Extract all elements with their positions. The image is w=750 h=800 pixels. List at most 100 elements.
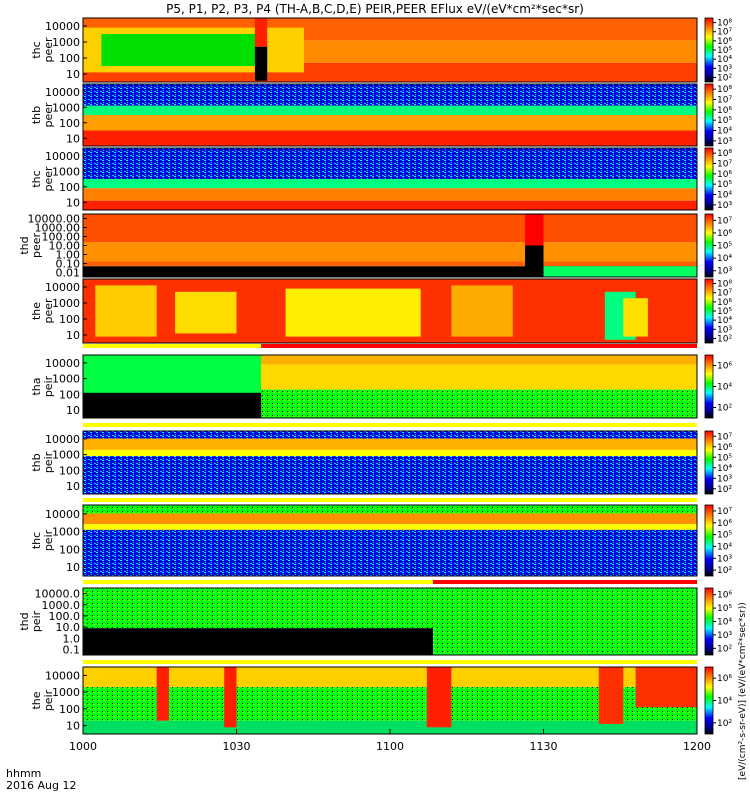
spectrogram-feature <box>175 291 237 334</box>
colorbar-tick-label: 10⁵ <box>717 242 732 252</box>
colorbar-tick-label: 10⁷ <box>717 160 732 170</box>
colorbar-tick-label: 10⁵ <box>717 307 732 317</box>
y-tick-label: 10000.0 <box>35 588 81 601</box>
spectrogram-band <box>83 242 697 262</box>
panel-frame <box>82 17 698 83</box>
spectrogram-band <box>83 266 697 277</box>
spectrogram-band <box>83 130 697 146</box>
y-tick-label: 1000.0 <box>42 599 81 612</box>
colorbar-tick-label: 10⁷ <box>717 507 732 517</box>
spectrogram-feature <box>101 34 268 66</box>
y-tick-label: 0.1 <box>63 643 81 656</box>
colorbar-tick-label: 10⁴ <box>717 55 732 65</box>
spectrogram-band <box>83 505 697 514</box>
spectrogram-band <box>83 449 697 457</box>
spectrogram-feature <box>254 46 268 81</box>
colorbar-tick-label: 10⁵ <box>717 453 732 463</box>
colorbar-tick-label: 10⁴ <box>717 254 732 264</box>
y-tick-label: 100 <box>59 313 80 326</box>
panel-y-label: the <box>30 302 43 320</box>
colorbar-tick-label: 10³ <box>717 201 732 211</box>
x-tick-label: 1130 <box>530 740 558 753</box>
y-tick-label: 10 <box>66 480 80 493</box>
spectrogram-feature <box>623 298 648 337</box>
spectrogram-band <box>83 524 697 530</box>
y-tick-label: 1000 <box>52 449 80 462</box>
colorbar-tick-label: 10² <box>717 644 732 654</box>
date-label: 2016 Aug 12 <box>6 779 77 792</box>
y-tick-label: 10000 <box>45 86 80 99</box>
y-tick-label: 100 <box>59 703 80 716</box>
status-bar <box>261 344 697 348</box>
panel-y-label: peir <box>42 451 55 473</box>
panel-y-label: peer <box>30 233 43 259</box>
panel-y-label: the <box>30 691 43 709</box>
colorbar-tick-label: 10³ <box>717 64 732 74</box>
y-tick-label: 1.0 <box>63 632 81 645</box>
colorbar-tick-label: 10³ <box>717 554 732 564</box>
spectrogram-feature <box>254 18 268 47</box>
spectrogram-band <box>83 687 697 721</box>
colorbar-tick-label: 10⁶ <box>717 106 732 116</box>
y-tick-label: 100.0 <box>49 610 81 623</box>
spectrogram-feature <box>83 355 262 393</box>
colorbar-tick-label: 10³ <box>717 325 732 335</box>
colorbar-tick-label: 10² <box>717 719 732 729</box>
y-tick-label: 10000 <box>45 20 80 33</box>
y-tick-label: 0.01 <box>56 267 81 280</box>
colorbar-tick-label: 10⁷ <box>717 216 732 226</box>
colorbar-tick-label: 10³ <box>717 631 732 641</box>
colorbar-tick-label: 10⁶ <box>717 591 732 601</box>
spectrogram-feature <box>525 214 544 246</box>
panel-frame <box>82 587 698 656</box>
panel-y-label: peir <box>42 529 55 551</box>
colorbar-tick-label: 10⁸ <box>717 149 732 159</box>
colorbar <box>704 504 714 577</box>
time-format-label: hhmm <box>6 767 42 780</box>
panel-y-label: peer <box>42 37 55 63</box>
chart-title: P5, P1, P2, P3, P4 (TH-A,B,C,D,E) PEIR,P… <box>166 2 584 16</box>
colorbar-tick-label: 10⁶ <box>717 362 732 372</box>
colorbar-tick-label: 10⁴ <box>717 464 732 474</box>
spectrogram-band <box>83 588 697 629</box>
panel-frame <box>82 278 698 344</box>
y-tick-label: 10000 <box>45 669 80 682</box>
status-bar <box>83 423 697 427</box>
y-tick-label: 10000 <box>45 433 80 446</box>
panel-y-label: peer <box>42 166 55 192</box>
colorbar-tick-label: 10⁴ <box>717 316 732 326</box>
spectrogram-feature <box>525 245 544 277</box>
colorbar-tick-label: 10⁶ <box>717 37 732 47</box>
spectrogram-band <box>83 148 697 179</box>
colorbar <box>704 430 714 495</box>
y-tick-label: 10 <box>66 329 80 342</box>
colorbar-tick-label: 10³ <box>717 267 732 277</box>
colorbar-tick-label: 10³ <box>717 137 732 147</box>
y-tick-label: 10000 <box>45 508 80 521</box>
colorbar-tick-label: 10⁷ <box>717 96 732 106</box>
colorbar-unit-label: [eV/(cm²-s-sr-eV)] (eV/(eV*cm²*sec*sr)) <box>738 602 748 780</box>
y-tick-label: 100 <box>59 543 80 556</box>
panel-frame <box>82 430 698 495</box>
y-tick-label: 100 <box>59 52 80 65</box>
panel-y-label: thd <box>18 236 31 254</box>
x-tick-label: 1030 <box>223 740 251 753</box>
y-tick-label: 10 <box>66 561 80 574</box>
colorbar-tick-label: 10⁸ <box>717 280 732 290</box>
colorbar-tick-label: 10⁴ <box>717 127 732 137</box>
status-bar <box>83 344 262 348</box>
colorbar <box>704 83 714 147</box>
y-tick-label: 10 <box>66 132 80 145</box>
spectrogram-feature <box>156 667 169 721</box>
y-tick-label: 100 <box>59 464 80 477</box>
colorbar-tick-label: 10⁵ <box>717 531 732 541</box>
panel-frame <box>82 504 698 577</box>
y-tick-label: 1000 <box>52 686 80 699</box>
spectrogram-band <box>83 456 697 494</box>
status-bar <box>83 498 697 502</box>
